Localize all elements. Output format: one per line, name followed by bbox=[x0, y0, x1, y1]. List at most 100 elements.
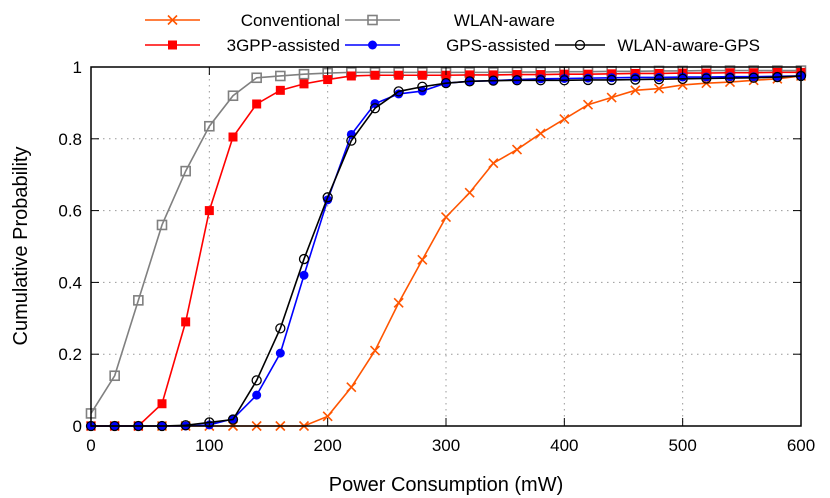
open-circle-marker bbox=[393, 86, 404, 97]
legend-entry: WLAN-aware bbox=[345, 11, 555, 30]
open-circle-marker bbox=[630, 74, 641, 85]
filled-square-marker bbox=[394, 70, 404, 80]
open-square-marker bbox=[367, 14, 378, 26]
cross-marker bbox=[511, 144, 523, 155]
legend-entry: GPS-assisted bbox=[345, 36, 550, 55]
open-square-marker bbox=[109, 370, 120, 382]
legend-label: WLAN-aware bbox=[454, 11, 555, 30]
cross-marker bbox=[559, 113, 570, 125]
filled-square-marker bbox=[441, 70, 451, 80]
filled-circle-marker bbox=[299, 270, 309, 280]
series-line-3gpp-assisted bbox=[91, 71, 801, 427]
ticks: 0 100 200 300 400 500 600 0 0.2 0.4 0.6 0.8 1 bbox=[58, 58, 815, 455]
cross-stroke bbox=[393, 297, 404, 308]
filled-square-marker bbox=[370, 70, 380, 80]
open-circle-marker bbox=[559, 75, 570, 86]
plot-frame bbox=[90, 66, 802, 427]
y-tick-label: 0.4 bbox=[58, 273, 82, 292]
open-circle-marker bbox=[535, 75, 546, 86]
cross-stroke bbox=[630, 85, 641, 96]
filled-square-marker bbox=[299, 79, 309, 89]
cross-marker bbox=[369, 345, 381, 356]
cross-stroke bbox=[653, 83, 665, 94]
y-tick-label: 0 bbox=[73, 417, 82, 436]
open-circle-marker bbox=[772, 71, 783, 83]
x-tick-label: 500 bbox=[668, 436, 696, 455]
legend-entry: 3GPP-assisted bbox=[145, 36, 340, 55]
open-circle-marker bbox=[440, 78, 452, 89]
open-circle-marker bbox=[653, 74, 665, 85]
filled-square-marker bbox=[323, 75, 333, 85]
cross-marker bbox=[606, 92, 617, 103]
cross-marker bbox=[346, 382, 357, 393]
filled-circle-marker bbox=[275, 348, 285, 358]
open-square-marker bbox=[133, 295, 144, 306]
filled-square-marker bbox=[488, 70, 498, 80]
open-circle-marker bbox=[346, 135, 357, 146]
filled-square-marker bbox=[346, 71, 356, 81]
open-circle-marker bbox=[322, 192, 333, 203]
cross-stroke bbox=[417, 254, 428, 265]
open-circle-marker bbox=[606, 74, 617, 86]
cross-stroke bbox=[559, 113, 570, 125]
legend-label: Conventional bbox=[241, 11, 340, 30]
open-circle-marker bbox=[574, 39, 586, 51]
open-circle-marker bbox=[511, 75, 523, 86]
cross-stroke bbox=[346, 382, 357, 393]
filled-circle-marker bbox=[368, 40, 377, 50]
x-tick-label: 600 bbox=[787, 436, 815, 455]
open-square-marker bbox=[251, 72, 262, 84]
y-tick-label: 0.6 bbox=[58, 202, 82, 221]
y-tick-label: 0.2 bbox=[58, 345, 82, 364]
filled-square-marker bbox=[181, 317, 191, 327]
filled-square-marker bbox=[157, 399, 167, 409]
open-circle-marker bbox=[582, 74, 594, 86]
filled-square-marker bbox=[275, 85, 285, 95]
cross-marker bbox=[167, 14, 178, 26]
open-circle-marker bbox=[298, 253, 310, 265]
cross-marker bbox=[464, 187, 475, 198]
open-circle-marker bbox=[724, 72, 736, 84]
filled-square-marker bbox=[204, 206, 214, 216]
legend-label: WLAN-aware-GPS bbox=[617, 36, 760, 55]
open-circle-marker bbox=[464, 76, 475, 87]
x-tick-label: 100 bbox=[195, 436, 223, 455]
open-circle-marker bbox=[748, 72, 759, 83]
cross-stroke bbox=[440, 211, 452, 223]
filled-circle-marker bbox=[630, 72, 640, 82]
cross-marker bbox=[440, 211, 452, 223]
open-circle-marker bbox=[251, 375, 262, 386]
cross-stroke bbox=[606, 92, 617, 103]
x-tick-label: 200 bbox=[313, 436, 341, 455]
filled-square-marker bbox=[512, 70, 522, 80]
y-tick-label: 1 bbox=[73, 58, 82, 77]
open-circle-marker bbox=[369, 103, 381, 114]
x-tick-label: 400 bbox=[550, 436, 578, 455]
cross-stroke bbox=[535, 128, 546, 139]
cross-marker bbox=[393, 297, 404, 308]
open-circle-marker bbox=[417, 81, 428, 92]
filled-circle-marker bbox=[607, 73, 617, 83]
open-circle-marker bbox=[204, 417, 215, 428]
x-axis-label: Power Consumption (mW) bbox=[329, 474, 564, 496]
filled-circle-marker bbox=[252, 390, 262, 400]
open-square-marker bbox=[204, 120, 215, 132]
cross-marker bbox=[630, 85, 641, 96]
y-tick-label: 0.8 bbox=[58, 130, 82, 149]
cross-marker bbox=[582, 99, 594, 110]
cross-stroke bbox=[167, 14, 178, 26]
open-circle-marker bbox=[275, 323, 286, 334]
legend-label: GPS-assisted bbox=[446, 36, 550, 55]
filled-square-marker bbox=[252, 99, 262, 109]
grid bbox=[91, 67, 801, 426]
cross-marker bbox=[322, 411, 333, 422]
legend-entry: WLAN-aware-GPS bbox=[555, 36, 760, 55]
open-circle-marker bbox=[227, 414, 239, 425]
cross-marker bbox=[417, 254, 428, 265]
x-tick-label: 0 bbox=[86, 436, 95, 455]
open-square-marker bbox=[180, 165, 191, 177]
series-conventional bbox=[85, 70, 807, 432]
cross-stroke bbox=[511, 144, 523, 155]
cross-stroke bbox=[369, 345, 381, 356]
